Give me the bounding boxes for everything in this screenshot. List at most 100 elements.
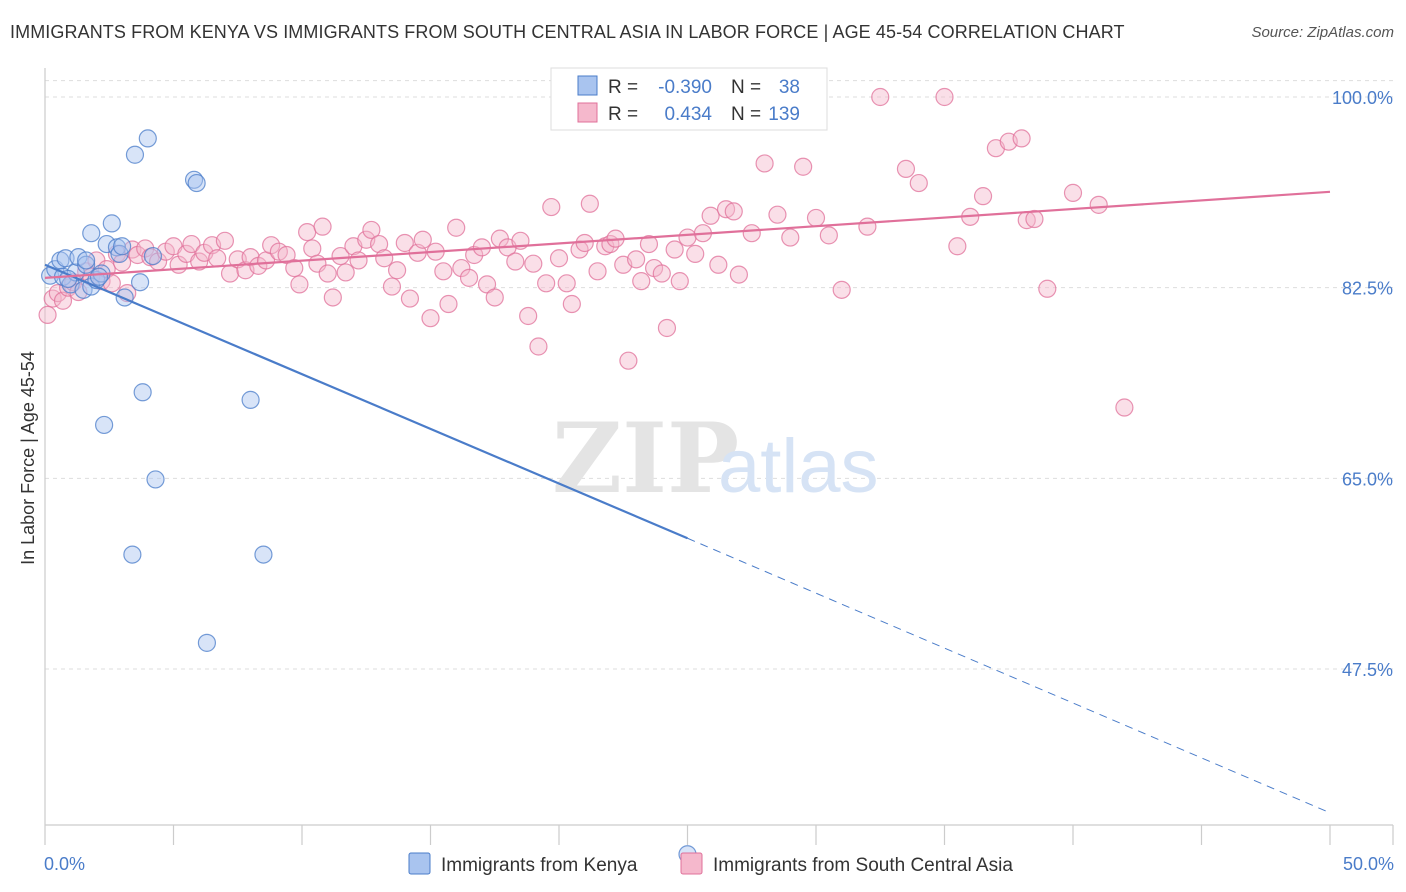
south-central-asia-point [303,239,322,258]
kenya-point [241,390,260,409]
south-central-asia-point [657,318,677,338]
legend-n-value-south-central-asia: 139 [768,104,800,125]
y-tick-labels: 100.0% 82.5% 65.0% 47.5% [1332,88,1393,680]
south-central-asia-point [524,254,543,273]
legend-r-value-south-central-asia: 0.434 [664,104,712,125]
watermark-zip: ZIP [552,402,739,515]
legend-n-label-kenya: N = [731,77,761,98]
axes [44,68,1393,826]
kenya-point [112,237,132,256]
stats-legend: R = -0.390 N = 38 R = 0.434 N = 139 [550,67,828,131]
south-central-asia-point [670,272,689,291]
south-central-asia-point [465,245,484,265]
south-central-asia-point [38,305,57,325]
y-tick-label: 100.0% [1332,88,1393,108]
south-central-asia-point [549,249,569,268]
kenya-point [115,288,134,307]
y-tick-label: 82.5% [1342,279,1393,299]
south-central-asia-point [519,306,538,326]
south-central-asia-point [382,277,402,296]
south-central-asia-point [1012,129,1031,148]
south-central-asia-point [678,228,697,247]
south-central-asia-point [562,294,581,314]
south-central-asia-point [909,173,928,193]
grid-lines [45,80,1393,670]
south-central-asia-point [626,250,646,269]
watermark-atlas: atlas [718,424,879,509]
south-central-asia-point [370,234,389,254]
south-central-asia-point [973,187,993,206]
south-central-asia-point [832,280,851,299]
south-central-asia-point [529,337,548,356]
south-central-asia-point [298,223,317,242]
kenya-point [97,234,116,254]
south-central-asia-point [439,294,458,314]
kenya-point [77,251,96,270]
south-central-asia-point [768,205,787,224]
south-central-asia-point [1089,195,1108,214]
south-central-asia-point [331,246,350,266]
south-central-asia-point [290,275,309,294]
y-tick-label: 47.5% [1342,660,1393,680]
south-central-asia-point [755,154,774,173]
bottom-legend-label-kenya: Immigrants from Kenya [441,855,638,876]
kenya-point [82,224,101,243]
chart-source: Source: ZipAtlas.com [1251,24,1394,41]
kenya-point [254,545,273,564]
south-central-asia-point [313,217,332,236]
south-central-asia-point [447,218,466,237]
south-central-asia-point [819,226,838,245]
south-central-asia-point [421,309,440,328]
kenya-point [143,246,163,266]
south-central-asia-point [871,87,890,107]
kenya-point [187,173,206,193]
south-central-asia-point [362,220,381,240]
series-kenya-points [41,87,697,864]
trend-line-kenya [44,263,688,540]
kenya-point [89,267,109,286]
south-central-asia-point [935,87,954,107]
kenya-point [102,214,121,233]
bottom-legend-swatch-south-central-asia [680,852,703,875]
series-south-central-asia-points [38,87,1134,417]
trend-line-south-central-asia [44,190,1331,279]
kenya-point [95,415,114,435]
trend-line-kenya-extension [687,537,1331,814]
legend-r-label-south-central-asia: R = [608,104,638,125]
south-central-asia-point [413,230,432,249]
south-central-asia-point [619,351,638,370]
watermark: ZIP atlas [552,402,879,515]
south-central-asia-point [395,233,414,253]
kenya-point [138,129,157,148]
south-central-asia-point [632,272,651,291]
bottom-legend-label-south-central-asia: Immigrants from South Central Asia [713,855,1013,876]
chart-title: IMMIGRANTS FROM KENYA VS IMMIGRANTS FROM… [10,22,1125,42]
kenya-point [77,255,96,274]
south-central-asia-point [323,288,342,307]
south-central-asia-point [542,197,561,217]
kenya-point [56,249,75,268]
kenya-point [133,383,152,402]
series-legend: Immigrants from Kenya Immigrants from So… [408,852,1013,876]
south-central-asia-point [1038,279,1057,298]
south-central-asia-point [639,234,659,254]
south-central-asia-point [858,217,877,236]
south-central-asia-point [387,261,407,280]
south-central-asia-point [1115,398,1134,417]
south-central-asia-point [318,264,337,283]
legend-n-label-south-central-asia: N = [731,104,761,125]
south-central-asia-point [896,159,916,179]
south-central-asia-point [686,244,705,263]
south-central-asia-point [285,258,304,278]
south-central-asia-point [1063,183,1083,202]
south-central-asia-point [948,237,967,256]
kenya-point [130,273,150,292]
south-central-asia-point [190,252,209,271]
y-axis-label: In Labor Force | Age 45-54 [18,351,38,565]
south-central-asia-point [452,258,471,278]
south-central-asia-point [349,251,368,270]
kenya-point [146,470,165,489]
south-central-asia-point [665,240,684,259]
south-central-asia-point [208,249,227,268]
